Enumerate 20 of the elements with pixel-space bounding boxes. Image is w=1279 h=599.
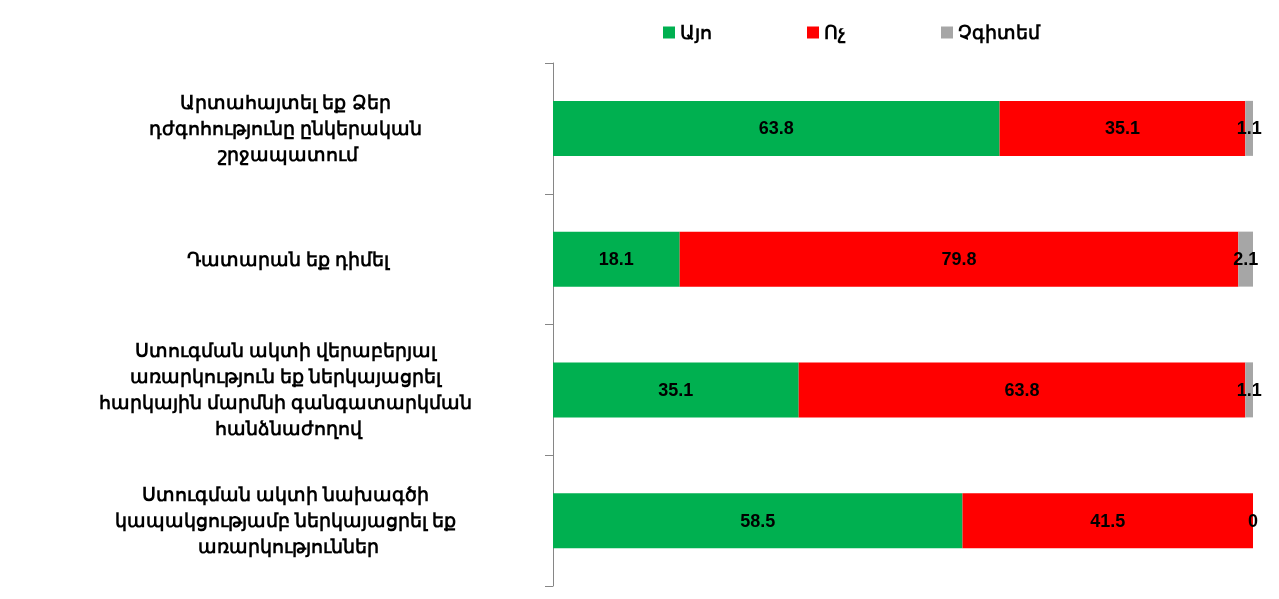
bar [553,100,1000,156]
bar [553,362,799,418]
y-tick-label: Ստուգման ակտի նախագծի կապակցությամբ ներկայացրել եք առարկություններ [114,484,462,559]
data-label: 35.1 [658,379,694,400]
data-label: 58.5 [740,510,776,531]
legend-label: Այո [680,22,712,44]
legend-label: Ոչ [824,22,846,44]
data-label: 18.1 [598,249,634,270]
legend-label: Չգիտեմ [958,22,1041,44]
data-label: 79.8 [941,249,977,270]
y-tick-label: Արտահայտել եք Ձեր դժգոհությունը ընկերական շրջապատում [148,91,428,166]
data-label: 0 [1247,510,1259,531]
bar [553,493,963,549]
y-tick-label: Դատարան եք դիմել [186,248,392,271]
bar [553,231,680,287]
data-label: 63.8 [1004,379,1040,400]
data-label: 35.1 [1104,118,1140,139]
y-tick-label: Ստուգման ակտի վերաբերյալ առարկություն եք ներկայացրել հարկային մարմնի գանգատարկման հանձնաժողով [98,340,478,441]
data-label: 63.8 [758,118,794,139]
data-label: 41.5 [1090,510,1126,531]
